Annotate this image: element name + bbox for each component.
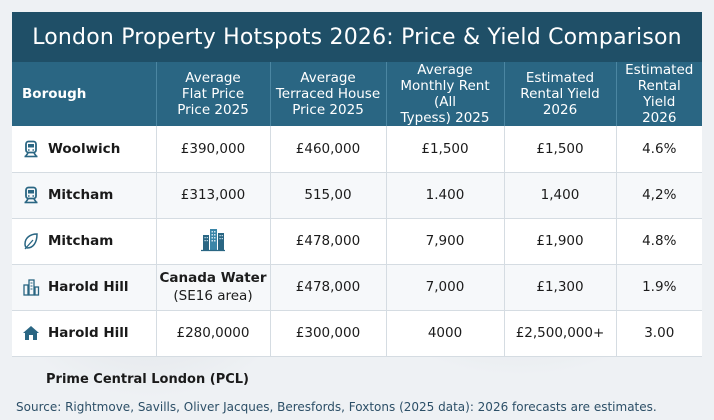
rental-yield-1-cell: 1,400 — [504, 172, 617, 219]
terraced-price-cell: 515,00 — [270, 172, 387, 219]
terraced-price-cell: £478,000 — [270, 264, 387, 311]
table-header-row: Borough Average Flat Price Price 2025 Av… — [12, 62, 702, 126]
rental-yield-1-cell: £2,500,000+ — [504, 310, 617, 357]
monthly-rent-cell: 7,900 — [386, 218, 505, 265]
house-icon — [23, 326, 39, 340]
table-row: Woolwich £390,000 £460,000 £1,500 £1,500… — [12, 126, 702, 173]
header-borough[interactable]: Borough — [12, 62, 157, 126]
flat-price-line2: (SE16 area) — [173, 288, 253, 304]
header-rent-line1: Average — [417, 62, 473, 78]
rental-yield-2-cell: 4.6% — [616, 126, 702, 173]
flat-price-cell — [156, 218, 271, 265]
borough-cell: Mitcham — [12, 218, 157, 265]
header-rent-line2: Monthly Rent (All — [400, 78, 490, 110]
terraced-price-cell: £478,000 — [270, 218, 387, 265]
leaf-icon — [24, 233, 38, 250]
table-row: Harold Hill Canada Water (SE16 area) £47… — [12, 264, 702, 311]
flat-price-cell: £313,000 — [156, 172, 271, 219]
header-yield2-line2: Rental Yield — [637, 78, 681, 110]
borough-name: Harold Hill — [48, 325, 129, 341]
buildings-icon — [23, 279, 40, 296]
header-flat-line2: Flat Price — [181, 86, 245, 102]
header-yield1-line3: 2026 — [542, 102, 578, 118]
page-title: London Property Hotspots 2026: Price & Y… — [12, 12, 702, 62]
borough-name: Mitcham — [48, 233, 114, 249]
flat-price-cell: £280,0000 — [156, 310, 271, 357]
header-rental-yield-2[interactable]: Estimated Rental Yield 2026 — [616, 62, 702, 126]
header-yield2-line1: Estimated — [625, 62, 694, 78]
terraced-price-cell: £300,000 — [270, 310, 387, 357]
header-yield1-line2: Rental Yield — [520, 86, 600, 102]
header-rent-line3: Typess) 2025 — [400, 110, 490, 126]
borough-name: Harold Hill — [48, 279, 129, 295]
train-icon — [24, 140, 38, 158]
source-note: Source: Rightmove, Savills, Oliver Jacqu… — [16, 400, 657, 414]
monthly-rent-cell: £1,500 — [386, 126, 505, 173]
header-flat-price[interactable]: Average Flat Price Price 2025 — [156, 62, 271, 126]
rental-yield-1-cell: £1,900 — [504, 218, 617, 265]
borough-name: Mitcham — [48, 187, 114, 203]
rental-yield-1-cell: £1,500 — [504, 126, 617, 173]
header-terraced-line2: Terraced House — [275, 86, 381, 102]
header-flat-line1: Average — [185, 70, 241, 86]
header-yield2-line3: 2026 — [642, 110, 677, 126]
flat-price-cell: £390,000 — [156, 126, 271, 173]
header-terraced-price[interactable]: Average Terraced House Price 2025 — [270, 62, 387, 126]
monthly-rent-cell: 7,000 — [386, 264, 505, 311]
buildings-icon — [201, 229, 225, 252]
header-monthly-rent[interactable]: Average Monthly Rent (All Typess) 2025 — [386, 62, 505, 126]
train-icon — [24, 186, 38, 204]
footer-label: Prime Central London (PCL) — [46, 372, 249, 387]
header-terraced-line3: Price 2025 — [292, 102, 364, 118]
rental-yield-2-cell: 1.9% — [616, 264, 702, 311]
flat-price-line1: Canada Water — [159, 270, 267, 286]
terraced-price-cell: £460,000 — [270, 126, 387, 173]
table-row: Mitcham £313,000 515,00 1.400 1,400 4,2% — [12, 172, 702, 219]
borough-cell: Harold Hill — [12, 264, 157, 311]
table-row: Harold Hill £280,0000 £300,000 4000 £2,5… — [12, 310, 702, 357]
borough-cell: Mitcham — [12, 172, 157, 219]
rental-yield-2-cell: 3.00 — [616, 310, 702, 357]
rental-yield-2-cell: 4,2% — [616, 172, 702, 219]
monthly-rent-cell: 4000 — [386, 310, 505, 357]
header-terraced-line1: Average — [300, 70, 356, 86]
comparison-table: Borough Average Flat Price Price 2025 Av… — [12, 62, 702, 357]
monthly-rent-cell: 1.400 — [386, 172, 505, 219]
borough-cell: Harold Hill — [12, 310, 157, 357]
header-flat-line3: Price 2025 — [177, 102, 249, 118]
rental-yield-1-cell: £1,300 — [504, 264, 617, 311]
table-row: Mitcham — [12, 218, 702, 265]
flat-price-cell: Canada Water (SE16 area) — [156, 264, 271, 311]
rental-yield-2-cell: 4.8% — [616, 218, 702, 265]
header-rental-yield-1[interactable]: Estimated Rental Yield 2026 — [504, 62, 617, 126]
header-yield1-line1: Estimated — [525, 70, 595, 86]
borough-name: Woolwich — [48, 140, 121, 157]
comparison-card: London Property Hotspots 2026: Price & Y… — [12, 12, 702, 357]
borough-cell: Woolwich — [12, 126, 157, 173]
